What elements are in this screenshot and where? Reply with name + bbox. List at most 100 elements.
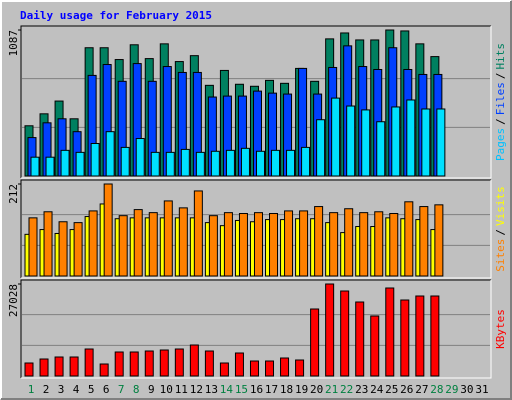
legend-entry: Files bbox=[494, 82, 507, 115]
bar bbox=[58, 221, 68, 277]
bar bbox=[359, 212, 369, 277]
bar bbox=[43, 211, 53, 277]
bar bbox=[28, 217, 38, 277]
bar bbox=[165, 151, 175, 177]
bar bbox=[374, 211, 384, 277]
bar bbox=[400, 299, 410, 377]
bar bbox=[118, 215, 128, 277]
bar bbox=[355, 301, 365, 377]
bar bbox=[238, 213, 248, 277]
legend: Pages / Files / Hits bbox=[494, 43, 507, 161]
bar bbox=[329, 212, 339, 277]
bar bbox=[195, 151, 205, 177]
bar bbox=[430, 295, 440, 377]
x-tick-label: 5 bbox=[88, 383, 95, 396]
bar bbox=[436, 108, 446, 177]
x-tick-label: 8 bbox=[133, 383, 140, 396]
legend-entry: Hits bbox=[494, 43, 507, 70]
x-tick-label: 2 bbox=[43, 383, 50, 396]
bar bbox=[415, 295, 425, 377]
bar bbox=[84, 348, 94, 377]
bar bbox=[301, 146, 311, 177]
chart-title: Daily usage for February 2015 bbox=[20, 9, 212, 22]
x-tick-label: 11 bbox=[175, 383, 188, 396]
panel-edge-dark bbox=[20, 179, 491, 278]
bar bbox=[180, 148, 190, 177]
bar bbox=[406, 99, 416, 177]
bar bbox=[174, 348, 184, 377]
x-tick-label: 20 bbox=[310, 383, 323, 396]
bar bbox=[144, 350, 154, 377]
legend: KBytes bbox=[494, 309, 507, 349]
bar bbox=[240, 147, 250, 177]
bar bbox=[249, 360, 259, 377]
y-tick-label: 27028 bbox=[7, 284, 20, 317]
x-tick-label: 14 bbox=[220, 383, 234, 396]
bar bbox=[159, 349, 169, 377]
x-tick-label: 7 bbox=[118, 383, 125, 396]
bar bbox=[310, 308, 320, 377]
x-tick-label: 26 bbox=[400, 383, 413, 396]
x-tick-label: 25 bbox=[385, 383, 398, 396]
bar bbox=[223, 212, 233, 277]
x-tick-label: 17 bbox=[265, 383, 278, 396]
bar bbox=[421, 108, 431, 177]
bar bbox=[204, 350, 214, 377]
panel-edge-light bbox=[21, 280, 492, 379]
bar bbox=[255, 150, 265, 177]
y-tick-label: 1087 bbox=[7, 30, 20, 57]
x-tick-label: 19 bbox=[295, 383, 308, 396]
bar bbox=[88, 210, 98, 277]
bar bbox=[271, 149, 281, 177]
bar bbox=[133, 209, 143, 277]
bar bbox=[340, 290, 350, 377]
y-tick-label: 212 bbox=[7, 184, 20, 204]
x-tick-label: 15 bbox=[235, 383, 248, 396]
bar bbox=[105, 131, 115, 177]
bar bbox=[90, 142, 100, 177]
bar bbox=[346, 105, 356, 177]
bar bbox=[69, 356, 79, 377]
x-tick-label: 22 bbox=[340, 383, 353, 396]
bar bbox=[45, 156, 55, 177]
bar bbox=[129, 351, 139, 377]
bar bbox=[163, 200, 173, 277]
bar bbox=[193, 190, 203, 277]
bar bbox=[419, 206, 429, 277]
bar bbox=[376, 121, 386, 177]
bar bbox=[73, 222, 83, 277]
x-tick-label: 9 bbox=[148, 383, 155, 396]
bar bbox=[280, 357, 290, 377]
bar bbox=[39, 358, 49, 377]
legend: Sites / Visits bbox=[494, 186, 507, 272]
bar bbox=[269, 213, 279, 277]
bar bbox=[370, 315, 380, 377]
bar bbox=[325, 283, 335, 377]
bar bbox=[299, 210, 309, 277]
bar bbox=[30, 156, 40, 177]
x-tick-label: 18 bbox=[280, 383, 293, 396]
x-tick-label: 12 bbox=[190, 383, 203, 396]
x-tick-label: 16 bbox=[250, 383, 263, 396]
x-tick-label: 4 bbox=[73, 383, 80, 396]
bar bbox=[286, 149, 296, 177]
bar bbox=[120, 146, 130, 177]
bar bbox=[385, 287, 395, 377]
x-tick-label: 31 bbox=[475, 383, 488, 396]
bar bbox=[295, 359, 305, 377]
bar bbox=[404, 201, 414, 277]
panel-edge-dark bbox=[20, 279, 491, 378]
bar bbox=[344, 208, 354, 277]
bar bbox=[316, 119, 326, 177]
legend-separator: / bbox=[494, 118, 507, 125]
bar bbox=[219, 362, 229, 377]
bar bbox=[389, 213, 399, 277]
panel-edge-dark bbox=[20, 25, 491, 178]
bar bbox=[210, 150, 220, 177]
x-tick-label: 21 bbox=[325, 383, 338, 396]
bar bbox=[361, 109, 371, 177]
